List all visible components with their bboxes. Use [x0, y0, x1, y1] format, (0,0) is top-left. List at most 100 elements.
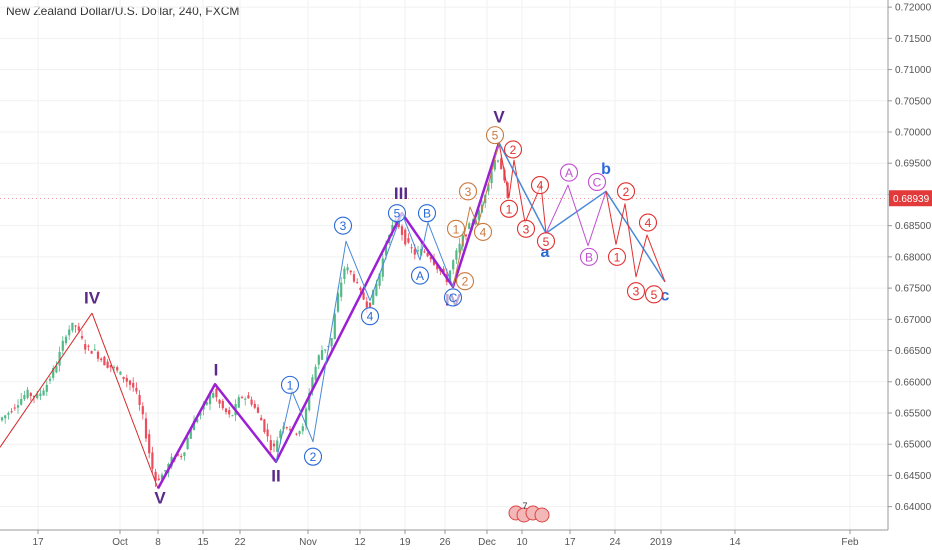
time-tick-label: 26: [439, 537, 451, 548]
candle-body: [26, 389, 29, 398]
candle-body: [423, 251, 426, 253]
wave-count-circle: [626, 282, 646, 301]
candle-body: [336, 293, 340, 312]
wave-letter-label: a: [541, 244, 550, 261]
price-axis[interactable]: 0.72000 0.71500 0.71000 0.70500 0.70000 0.695…: [887, 0, 932, 530]
wave-count-circle: [485, 126, 505, 145]
candle-body: [90, 351, 93, 354]
wave-count-label: C: [593, 175, 602, 189]
candle-body: [157, 478, 160, 480]
candle-body: [496, 160, 500, 162]
wave-labels: IVVIIIIIIIVVabc12345ABC1234521435ABC2143…: [84, 108, 670, 508]
candle-body: [410, 247, 413, 249]
current-price-label: 0.68939: [893, 194, 930, 205]
candle-body: [221, 400, 224, 409]
wave-count-circle: [333, 216, 353, 235]
wave-count-circle: [607, 247, 627, 266]
candle-body: [500, 158, 503, 170]
candle-body: [186, 437, 189, 450]
wave-line-decline: [91, 312, 159, 489]
candle-body: [0, 417, 4, 421]
price-tick-label: 0.65000: [895, 440, 932, 451]
candle-body: [231, 415, 234, 417]
wave-count-label: 4: [537, 179, 544, 193]
time-tick-label: Oct: [112, 537, 128, 548]
wave-degree-label: III: [394, 184, 408, 203]
wave-line-minor_ii: [275, 212, 403, 462]
candle-body: [36, 393, 39, 399]
candle-body: [298, 431, 301, 434]
candlestick-series: [0, 154, 509, 487]
time-axis[interactable]: 17 Oct 8 15 22 Nov 12 19 26 Dec 10 17 24 2019 14 Feb: [0, 529, 888, 548]
wave-count-label: 3: [340, 219, 347, 233]
wave-count-circle: [303, 447, 323, 466]
wave-degree-label: V: [154, 489, 166, 508]
price-tick-label: 0.65500: [895, 408, 932, 419]
wave-count-circle: [644, 285, 664, 304]
candle-body: [442, 268, 445, 272]
wave-count-circle: [473, 222, 493, 241]
wave-count-label: 2: [310, 450, 317, 464]
candle-body: [301, 426, 304, 432]
candle-body: [372, 289, 375, 305]
candle-body: [151, 452, 154, 469]
wave-degree-label: II: [271, 467, 280, 486]
candle-body: [426, 252, 429, 257]
candle-body: [87, 345, 90, 347]
candle-body: [436, 265, 439, 270]
wave-letter-label: c: [661, 288, 670, 305]
candle-body: [84, 344, 87, 350]
candle-body: [330, 338, 333, 347]
wave-count-label: 5: [394, 207, 401, 221]
candle-body: [365, 301, 368, 308]
candle-body: [10, 411, 13, 413]
candle-body: [359, 287, 362, 291]
candle-body: [247, 395, 250, 399]
candle-body: [74, 325, 77, 327]
candle-body: [477, 209, 480, 220]
wave-line-projection_abc: [498, 142, 666, 283]
candle-body: [128, 380, 132, 385]
wave-count-circle: [417, 204, 437, 223]
candle-body: [125, 377, 128, 382]
wave-line-projection_c: [605, 191, 666, 283]
time-tick-label: 8: [155, 537, 161, 548]
candle-body: [381, 258, 384, 277]
candle-body: [39, 393, 42, 397]
candle-body: [308, 392, 311, 411]
candle-body: [42, 390, 45, 396]
candle-body: [52, 368, 55, 378]
wave-count-circle: [616, 182, 636, 201]
candle-body: [416, 250, 420, 252]
price-tick-label: 0.72000: [895, 3, 932, 14]
candle-body: [346, 267, 349, 271]
candle-body: [180, 456, 183, 458]
candle-body: [320, 350, 324, 360]
time-tick-label: 24: [609, 537, 621, 548]
wave-count-label: 3: [633, 285, 640, 299]
wave-count-label: C: [449, 291, 458, 305]
candle-body: [263, 419, 266, 432]
wave-count-circle: [455, 272, 475, 291]
candle-body: [212, 393, 215, 398]
candle-body: [93, 349, 96, 351]
candle-body: [429, 257, 432, 260]
candle-body: [343, 268, 346, 279]
candle-body: [71, 322, 74, 331]
price-tick-label: 0.67000: [895, 315, 932, 326]
candle-body: [61, 340, 64, 351]
time-tick-label: 10: [516, 537, 528, 548]
candle-body: [404, 229, 407, 245]
candle-body: [378, 273, 381, 286]
candle-body: [4, 415, 7, 419]
candle-body: [474, 218, 477, 225]
candle-body: [250, 399, 253, 405]
price-tick-label: 0.71500: [895, 34, 932, 45]
wave-count-circle: [579, 247, 599, 266]
candle-body: [189, 429, 192, 439]
event-flags-icon[interactable]: 7: [508, 501, 550, 523]
candle-body: [7, 413, 10, 415]
time-tick-label: 22: [234, 537, 246, 548]
wave-count-label: B: [423, 207, 431, 221]
